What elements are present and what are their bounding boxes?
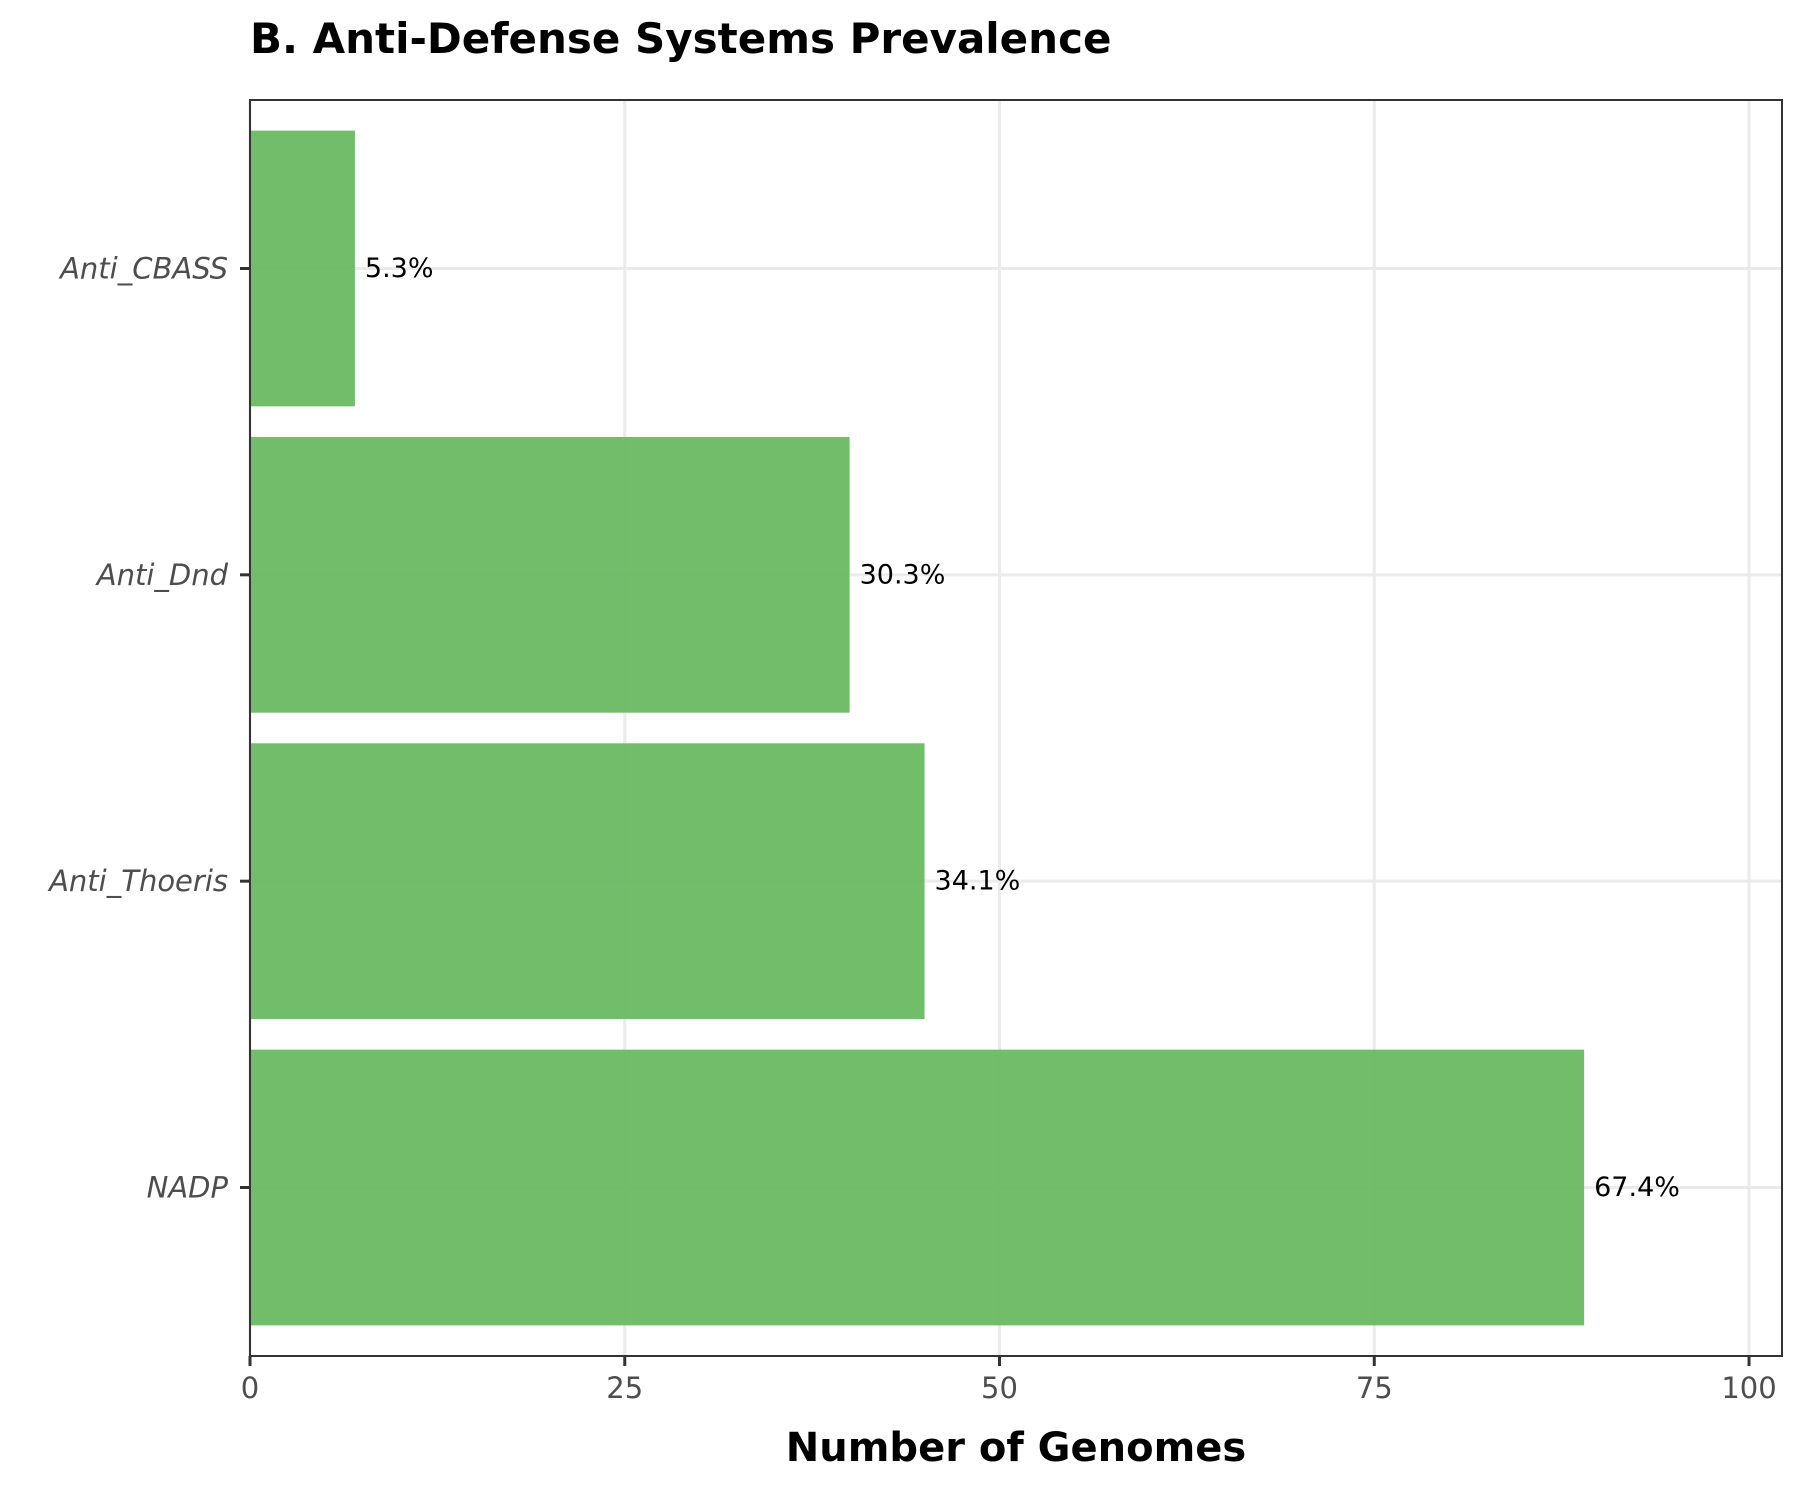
bars — [250, 130, 1585, 1326]
x-tick-label: 0 — [241, 1371, 259, 1405]
bar-nadp — [250, 1049, 1585, 1326]
chart-title: B. Anti-Defense Systems Prevalence — [250, 14, 1112, 63]
bar-anti-dnd — [250, 436, 850, 713]
bar-labels: 5.3% 30.3% 34.1% 67.4% — [365, 253, 1680, 1203]
axis-ticks: Anti_CBASS Anti_Dnd Anti_Thoeris NADP 0 25 50 7… — [47, 251, 1777, 1405]
y-tick-label: Anti_CBASS — [58, 251, 228, 285]
x-tick-label: 50 — [981, 1371, 1018, 1405]
bar-anti-cbass — [250, 130, 355, 407]
y-tick-label: Anti_Dnd — [95, 558, 229, 592]
bar-value-label: 5.3% — [365, 253, 434, 284]
y-tick-label: NADP — [147, 1171, 229, 1205]
x-axis-title: Number of Genomes — [786, 1425, 1246, 1471]
bar-value-label: 34.1% — [935, 866, 1021, 897]
bar-value-label: 67.4% — [1594, 1172, 1680, 1203]
x-tick-label: 75 — [1356, 1371, 1393, 1405]
x-tick-label: 100 — [1721, 1371, 1776, 1405]
x-tick-label: 25 — [606, 1371, 643, 1405]
bar-value-label: 30.3% — [860, 559, 946, 590]
bar-anti-thoeris — [250, 743, 925, 1020]
y-tick-label: Anti_Thoeris — [47, 864, 228, 898]
plot-frame — [249, 99, 1783, 1357]
